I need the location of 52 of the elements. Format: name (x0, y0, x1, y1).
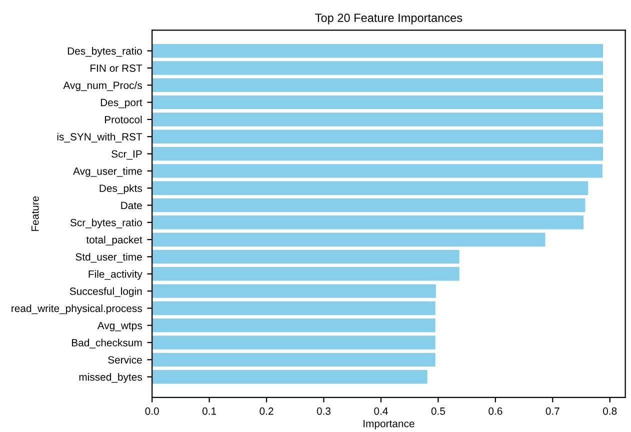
bar (152, 181, 588, 195)
bar (152, 146, 604, 161)
y-tick-label: Bad_checksum (72, 338, 142, 348)
bar (152, 301, 436, 316)
x-tick-label: 0.2 (260, 407, 274, 415)
bar (152, 95, 604, 110)
y-tick-label: is_SYN_with_RST (57, 132, 142, 142)
x-tick-label: 0.6 (488, 407, 502, 415)
x-tick-label: 0.1 (202, 407, 216, 415)
bar (152, 198, 586, 212)
y-tick-label: Scr_bytes_ratio (70, 218, 142, 228)
y-tick-label: missed_bytes (79, 373, 142, 383)
y-tick-label: Scr_IP (112, 150, 142, 160)
bar (152, 164, 602, 178)
bar (152, 370, 428, 384)
bar (152, 336, 436, 350)
chart-title: Top 20 Feature Importances (315, 14, 462, 24)
y-tick-label: total_packet (86, 236, 142, 246)
x-tick-label: 0.8 (603, 407, 617, 415)
x-tick-label: 0.5 (431, 407, 445, 415)
bar (152, 112, 604, 126)
bar (152, 250, 460, 264)
bar (152, 352, 436, 367)
y-tick-label: Des_pkts (100, 184, 142, 194)
y-tick-label: Des_port (100, 98, 142, 108)
y-axis-title: Feature (32, 196, 39, 231)
y-tick-label: File_activity (88, 270, 142, 280)
bar (152, 318, 436, 332)
y-tick-label: Protocol (104, 116, 142, 124)
x-tick-label: 0.0 (145, 407, 159, 415)
bar (152, 61, 604, 75)
y-tick-label: Succesful_login (70, 287, 142, 297)
bar (152, 232, 546, 246)
x-axis-title: Importance (364, 420, 414, 430)
bar (152, 267, 460, 281)
y-tick-label: Avg_user_time (73, 167, 142, 177)
bar (152, 78, 604, 92)
y-tick-label: Std_user_time (76, 252, 142, 263)
bar (152, 216, 584, 230)
x-tick-label: 0.3 (316, 407, 331, 415)
y-tick-label: FIN or RST (90, 64, 142, 72)
bar (152, 44, 604, 58)
bar (152, 130, 604, 144)
x-tick-label: 0.7 (546, 407, 560, 415)
x-tick-label: 0.4 (374, 407, 388, 415)
y-tick-label: read_write_physical.process (12, 304, 142, 314)
bar (152, 284, 436, 298)
y-tick-label: Service (108, 356, 142, 364)
y-tick-label: Avg_wtps (97, 322, 142, 332)
y-tick-label: Des_bytes_ratio (68, 47, 142, 57)
y-tick-label: Date (121, 202, 142, 210)
y-tick-label: Avg_num_Proc/s (63, 81, 142, 92)
